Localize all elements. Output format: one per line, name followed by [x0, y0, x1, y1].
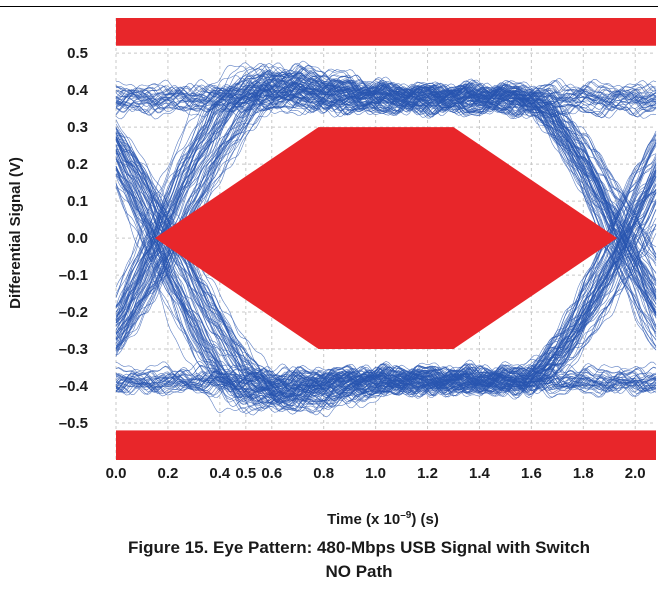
eye-trace: [115, 169, 657, 393]
eye-trace: [115, 150, 657, 407]
eye-trace: [115, 66, 657, 298]
eye-trace: [115, 141, 657, 412]
y-tick-label: 0.2: [67, 156, 88, 173]
eye-trace: [115, 366, 657, 387]
y-tick-label: –0.5: [59, 415, 88, 432]
eye-trace: [115, 152, 657, 405]
y-tick-label: –0.3: [59, 341, 88, 358]
x-tick-label: 0.6: [261, 465, 282, 482]
eye-trace: [115, 68, 657, 323]
y-axis-title: Differential Signal (V): [7, 157, 24, 309]
eye-trace: [115, 92, 657, 113]
eye-trace: [115, 64, 657, 334]
eye-trace: [115, 84, 657, 349]
eye-trace: [115, 143, 657, 405]
eye-mask: [116, 18, 656, 460]
figure-caption: Figure 15. Eye Pattern: 480-Mbps USB Sig…: [60, 536, 658, 584]
y-tick-label: –0.4: [59, 378, 89, 395]
x-tick-label: 0.5: [235, 465, 256, 482]
x-tick-label: 1.6: [521, 465, 542, 482]
eye-trace: [115, 153, 657, 413]
eye-trace: [115, 82, 657, 104]
x-axis-title: Time (x 10–9) (s): [327, 510, 439, 528]
eye-trace: [115, 86, 657, 108]
x-tick-label: 1.8: [573, 465, 594, 482]
eye-trace: [115, 149, 657, 404]
eye-trace: [115, 81, 657, 357]
eye-trace: [115, 139, 657, 396]
y-tick-label: –0.2: [59, 304, 88, 321]
eye-trace: [115, 93, 657, 114]
caption-line-2: NO Path: [325, 562, 393, 581]
signal-traces: [115, 60, 657, 418]
x-tick-label: 2.0: [625, 465, 646, 482]
x-tick-label: 0.0: [106, 465, 127, 482]
eye-trace: [115, 374, 657, 395]
x-tick-label: 0.4: [209, 465, 231, 482]
eye-trace: [115, 89, 657, 306]
eye-trace: [115, 380, 657, 401]
x-tick-label: 1.2: [417, 465, 438, 482]
eye-trace: [115, 136, 657, 409]
x-tick-label: 1.0: [365, 465, 386, 482]
mask-lower-bar: [116, 430, 656, 460]
mask-upper-bar: [116, 18, 656, 46]
eye-trace: [115, 73, 657, 319]
x-tick-label: 0.2: [157, 465, 178, 482]
x-tick-labels: 0.0 0.2 0.4 0.5 0.6 0.8 1.0 1.2 1.4 1.6 1.8 2.0: [106, 465, 646, 482]
eye-trace: [115, 81, 657, 103]
eye-trace: [115, 68, 657, 333]
eye-trace: [115, 74, 657, 341]
eye-trace: [115, 374, 657, 395]
eye-trace: [115, 372, 657, 393]
eye-trace: [115, 84, 657, 350]
eye-trace: [115, 64, 657, 299]
eye-trace: [115, 97, 657, 119]
y-tick-label: 0.1: [67, 193, 88, 210]
eye-diagram-chart: 0.50.40.30.20.10.0–0.1–0.2–0.3–0.4–0.5 0…: [7, 18, 657, 528]
eye-trace: [115, 142, 657, 416]
eye-trace: [115, 368, 657, 389]
eye-trace: [115, 62, 657, 349]
x-tick-label: 0.8: [313, 465, 334, 482]
y-tick-label: 0.5: [67, 45, 88, 62]
eye-trace: [115, 364, 657, 386]
eye-trace: [115, 183, 657, 416]
x-axis-title-suffix: ) (s): [411, 511, 439, 528]
x-axis-title-exponent: –9: [400, 510, 412, 521]
eye-trace: [115, 130, 657, 399]
eye-trace: [115, 145, 657, 405]
eye-trace: [115, 68, 657, 326]
y-tick-label: 0.0: [67, 230, 88, 247]
y-tick-label: –0.1: [59, 267, 88, 284]
y-tick-label: 0.4: [67, 82, 89, 99]
caption-line-1: Figure 15. Eye Pattern: 480-Mbps USB Sig…: [128, 538, 590, 557]
eye-trace: [115, 158, 657, 411]
eye-trace: [115, 63, 657, 333]
y-tick-labels: 0.5 0.4 0.3 0.2 0.1 0.0 –0.1 –0.2 –0.3 –0.4 –0.5: [59, 45, 89, 432]
eye-trace: [115, 140, 657, 391]
x-axis-title-prefix: Time (x 10: [327, 511, 400, 528]
eye-trace: [115, 75, 657, 340]
mask-hexagon: [154, 127, 618, 349]
x-tick-label: 1.4: [469, 465, 491, 482]
eye-trace: [115, 144, 657, 402]
eye-trace: [115, 93, 657, 349]
y-tick-label: 0.3: [67, 119, 88, 136]
eye-trace: [115, 63, 657, 349]
top-rule: [0, 6, 658, 7]
